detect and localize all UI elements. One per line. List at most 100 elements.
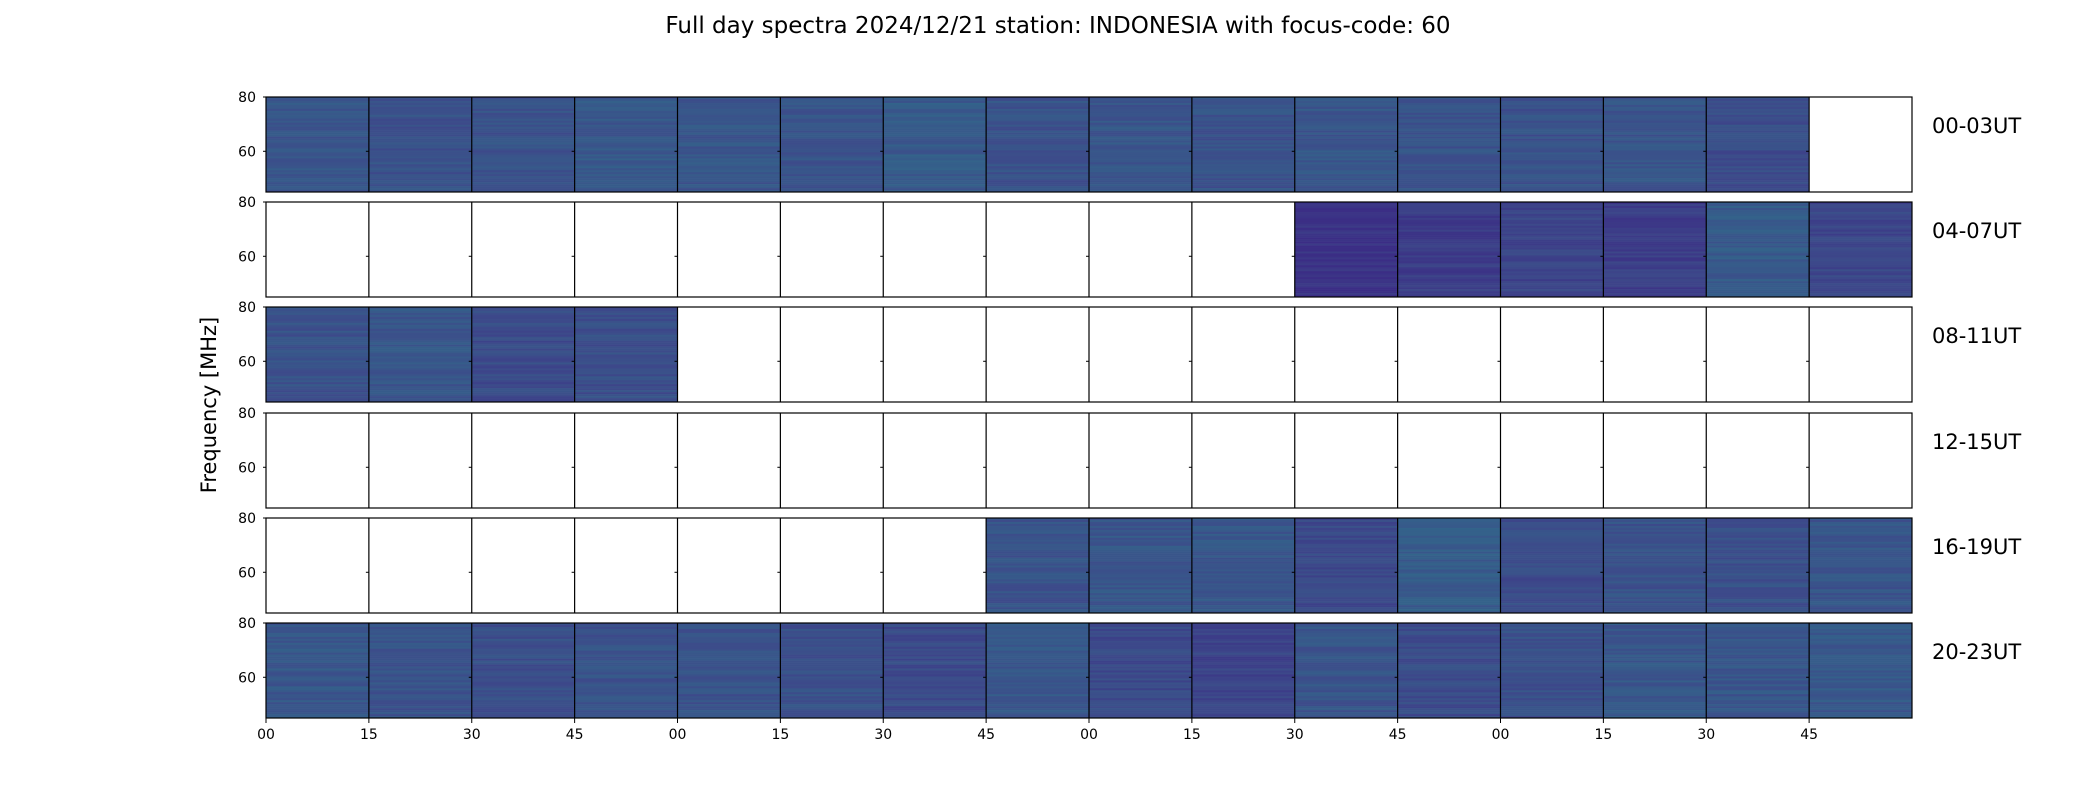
spectrum-band: [1809, 275, 1913, 278]
spectrum-band: [1397, 289, 1501, 292]
spectrum-band: [1397, 557, 1501, 560]
spectrum-band: [471, 652, 575, 655]
spectrum-band: [266, 660, 370, 663]
spectrum-band: [1500, 702, 1604, 705]
spectrum-band: [1603, 547, 1707, 550]
spectrum-band: [1809, 283, 1913, 286]
spectrum-band: [986, 595, 1090, 598]
spectrum-band: [1294, 144, 1398, 147]
spectrum-band: [1500, 571, 1604, 574]
spectrum-band: [1500, 708, 1604, 711]
spectrum-band: [1191, 632, 1296, 636]
spectrum-band: [883, 154, 987, 157]
spectrum-band: [1500, 291, 1604, 294]
spectrum-band: [1294, 531, 1398, 535]
spectrum-band: [1603, 573, 1707, 576]
spectrum-band: [1294, 690, 1398, 693]
spectrum-band: [1294, 710, 1398, 713]
spectrum-band: [1089, 704, 1193, 707]
spectrum-band: [1809, 267, 1913, 270]
spectrum-band: [1706, 571, 1810, 574]
spectrum-band: [1809, 646, 1913, 650]
spectrum-band: [1706, 116, 1810, 120]
spectrum-band: [986, 609, 1090, 612]
spectrum-band: [471, 692, 575, 695]
spectrum-panel: [986, 97, 1090, 193]
spectrum-band: [1603, 146, 1707, 149]
spectrum-band: [1809, 235, 1913, 238]
spectrum-band: [1397, 267, 1501, 270]
spectrum-band: [1603, 583, 1707, 586]
row-time-label: 16-19UT: [1932, 535, 2021, 559]
spectrum-band: [1397, 160, 1501, 163]
spectrum-band: [1603, 219, 1707, 223]
spectrum-band: [986, 114, 1090, 118]
spectrum-band: [1191, 541, 1296, 545]
spectrum-band: [1809, 710, 1913, 713]
spectrum-band: [1397, 640, 1501, 644]
spectrum-band: [471, 124, 575, 127]
spectrum-band: [1809, 563, 1913, 566]
spectrum-band: [266, 124, 370, 127]
spectrum-band: [986, 607, 1090, 610]
spectrum-band: [574, 328, 678, 332]
spectrum-band: [780, 628, 884, 632]
spectrum-band: [780, 144, 884, 147]
spectrum-band: [1294, 287, 1398, 290]
spectrum-band: [1500, 269, 1604, 272]
spectrum-band: [1809, 676, 1913, 679]
spectrum-band: [1191, 591, 1296, 594]
spectrum-band: [471, 122, 575, 126]
spectrum-band: [574, 648, 678, 652]
spectrum-band: [266, 138, 370, 141]
spectrum-band: [266, 714, 370, 717]
spectrum-band: [574, 354, 678, 357]
spectrum-band: [574, 682, 678, 685]
spectrum-band: [1500, 172, 1604, 175]
spectrum-band: [368, 658, 473, 661]
spectrum-band: [266, 190, 370, 193]
spectrum-band: [1809, 714, 1913, 717]
spectrum-band: [1397, 166, 1501, 169]
spectrum-band: [1397, 122, 1501, 126]
spectrum-band: [986, 666, 1090, 669]
spectrum-band: [1809, 670, 1913, 673]
spectrum-band: [1397, 211, 1501, 215]
spectrum-band: [1191, 180, 1296, 183]
spectrum-band: [1191, 525, 1296, 529]
spectrum-band: [574, 186, 678, 189]
spectrum-band: [1500, 176, 1604, 179]
spectrum-band: [1500, 255, 1604, 258]
spectrum-band: [266, 632, 370, 636]
spectrum-band: [1397, 537, 1501, 541]
spectrum-band: [1603, 209, 1707, 213]
spectrum-band: [883, 662, 987, 665]
spectrum-band: [1089, 164, 1193, 167]
spectrum-band: [1294, 190, 1398, 193]
spectrum-band: [368, 164, 473, 167]
spectrum-panel: [1706, 202, 1810, 298]
spectrum-band: [1500, 148, 1604, 151]
spectrum-band: [368, 698, 473, 701]
spectrum-band: [266, 142, 370, 145]
spectrum-band: [883, 712, 987, 715]
spectrum-band: [368, 706, 473, 709]
spectrum-band: [1706, 638, 1810, 642]
spectrum-band: [883, 110, 987, 114]
spectrum-band: [1706, 190, 1810, 193]
spectrum-band: [1603, 708, 1707, 711]
spectrum-band: [1294, 626, 1398, 630]
spectrum-band: [574, 646, 678, 650]
spectrum-band: [1500, 154, 1604, 157]
spectrum-band: [1089, 561, 1193, 564]
spectrum-band: [883, 170, 987, 173]
spectrum-band: [986, 624, 1090, 628]
spectrum-band: [1397, 531, 1501, 535]
spectrum-band: [1706, 241, 1810, 244]
spectrum-band: [266, 328, 370, 332]
spectrum-band: [574, 164, 678, 167]
spectrum-band: [986, 710, 1090, 713]
spectrum-band: [471, 132, 575, 135]
spectrum-band: [368, 348, 473, 351]
spectrum-band: [1397, 670, 1501, 673]
